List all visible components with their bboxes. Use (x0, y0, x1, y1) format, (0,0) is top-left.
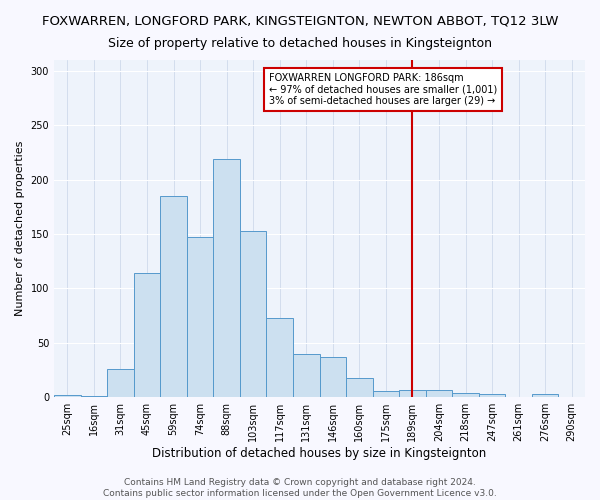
Bar (373, 390, 399, 397)
Bar (54, 395, 80, 397)
Bar (160, 196, 187, 397)
Bar (479, 394, 505, 397)
Bar (80, 396, 107, 397)
Bar (293, 354, 320, 397)
Bar (107, 369, 134, 397)
Text: FOXWARREN, LONGFORD PARK, KINGSTEIGNTON, NEWTON ABBOT, TQ12 3LW: FOXWARREN, LONGFORD PARK, KINGSTEIGNTON,… (42, 15, 558, 28)
Text: Size of property relative to detached houses in Kingsteignton: Size of property relative to detached ho… (108, 38, 492, 51)
Y-axis label: Number of detached properties: Number of detached properties (15, 141, 25, 316)
Bar (452, 393, 479, 397)
Text: FOXWARREN LONGFORD PARK: 186sqm
← 97% of detached houses are smaller (1,001)
3% : FOXWARREN LONGFORD PARK: 186sqm ← 97% of… (269, 73, 497, 106)
Bar (214, 159, 240, 397)
Bar (426, 390, 452, 397)
Bar (266, 318, 293, 397)
Bar (187, 238, 214, 397)
Bar (320, 357, 346, 397)
Text: Contains HM Land Registry data © Crown copyright and database right 2024.
Contai: Contains HM Land Registry data © Crown c… (103, 478, 497, 498)
Bar (532, 394, 559, 397)
Bar (240, 231, 266, 397)
Bar (134, 273, 160, 397)
Bar (346, 378, 373, 397)
X-axis label: Distribution of detached houses by size in Kingsteignton: Distribution of detached houses by size … (152, 447, 487, 460)
Bar (399, 390, 426, 397)
